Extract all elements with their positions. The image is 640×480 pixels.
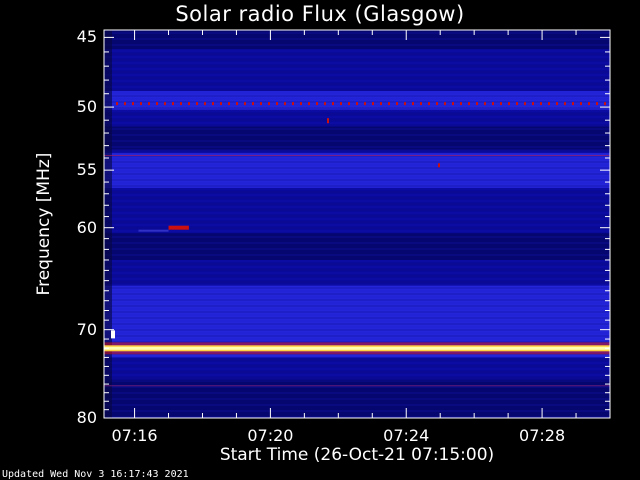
dotted-line-dot [364, 102, 366, 106]
y-tick-label: 45 [76, 27, 97, 47]
dark-band-2 [104, 233, 610, 260]
dotted-line-dot [164, 102, 166, 106]
dotted-line-dot [252, 102, 254, 106]
dotted-line-dot [444, 102, 446, 106]
y-tick-label: 50 [76, 97, 97, 117]
bright-band-0 [104, 91, 610, 110]
dotted-line-dot [524, 102, 526, 106]
x-tick-label: 07:24 [383, 426, 430, 445]
dotted-line-dot [292, 102, 294, 106]
dotted-line-dot [228, 102, 230, 106]
dotted-line-dot [132, 102, 134, 106]
dotted-line-dot [596, 102, 598, 106]
dotted-line-dot [556, 102, 558, 106]
y-tick-label: 70 [76, 319, 97, 339]
dotted-line-dot [124, 102, 126, 106]
dotted-line-dot [204, 102, 206, 106]
dotted-line-dot [476, 102, 478, 106]
burst-precursor [138, 229, 169, 232]
x-tick-label: 07:16 [111, 426, 158, 445]
dotted-line-dot [140, 102, 142, 106]
dotted-line-dot [148, 102, 150, 106]
dotted-line-dot [356, 102, 358, 106]
dotted-line-dot [388, 102, 390, 106]
dotted-line-dot [276, 102, 278, 106]
dotted-line-dot [340, 102, 342, 106]
dotted-line-dot [324, 102, 326, 106]
dotted-line-dot [540, 102, 542, 106]
dotted-line-dot [508, 102, 510, 106]
x-tick-label: 07:20 [247, 426, 294, 445]
dotted-line-dot [588, 102, 590, 106]
chart-title: Solar radio Flux (Glasgow) [175, 2, 465, 26]
dotted-line-dot [268, 102, 270, 106]
left-edge-strip [104, 30, 112, 418]
radio-burst [168, 225, 189, 230]
dotted-line-dot [212, 102, 214, 106]
dotted-line-dot [180, 102, 182, 106]
dotted-line-dot [284, 102, 286, 106]
dotted-line-dot [484, 102, 486, 106]
dotted-line-dot [260, 102, 262, 106]
dotted-line-dot [220, 102, 222, 106]
dotted-line-dot [308, 102, 310, 106]
dotted-line-dot [348, 102, 350, 106]
red-spot [327, 118, 329, 124]
dotted-line-dot [532, 102, 534, 106]
dotted-line-dot [492, 102, 494, 106]
dotted-line-dot [580, 102, 582, 106]
dotted-line-dot [452, 102, 454, 106]
hot-line-center [104, 346, 610, 350]
dotted-line-dot [332, 102, 334, 106]
dotted-line-dot [572, 102, 574, 106]
dotted-line-dot [172, 102, 174, 106]
dotted-line-dot [300, 102, 302, 106]
updated-timestamp: Updated Wed Nov 3 16:17:43 2021 [2, 469, 189, 480]
x-tick-label: 07:28 [519, 426, 566, 445]
dotted-line-dot [468, 102, 470, 106]
bright-band-1 [104, 153, 610, 188]
dotted-line-dot [236, 102, 238, 106]
white-marker [111, 330, 115, 339]
x-axis-label: Start Time (26-Oct-21 07:15:00) [219, 445, 495, 465]
y-tick-label: 80 [76, 408, 97, 427]
plot-frame [103, 29, 611, 419]
red-spot [438, 163, 440, 168]
y-tick-label: 55 [76, 160, 97, 180]
dotted-line-dot [500, 102, 502, 106]
dark-band-1 [104, 126, 610, 150]
dotted-line-dot [316, 102, 318, 106]
dotted-line-dot [404, 102, 406, 106]
dotted-line-dot [460, 102, 462, 106]
dotted-line-dot [564, 102, 566, 106]
dotted-line-dot [244, 102, 246, 106]
dotted-line-dot [420, 102, 422, 106]
dotted-line-dot [380, 102, 382, 106]
dotted-line-dot [516, 102, 518, 106]
y-tick-label: 60 [76, 217, 97, 237]
dotted-line-dot [604, 102, 606, 106]
dotted-line-dot [436, 102, 438, 106]
dotted-line-dot [156, 102, 158, 106]
dotted-line-dot [548, 102, 550, 106]
dotted-line-dot [396, 102, 398, 106]
dotted-line-dot [412, 102, 414, 106]
dotted-line-dot [188, 102, 190, 106]
dotted-line-dot [428, 102, 430, 106]
dotted-line-dot [116, 102, 118, 106]
dotted-line-dot [196, 102, 198, 106]
dark-band-0 [104, 30, 610, 50]
dotted-line-dot [372, 102, 374, 106]
